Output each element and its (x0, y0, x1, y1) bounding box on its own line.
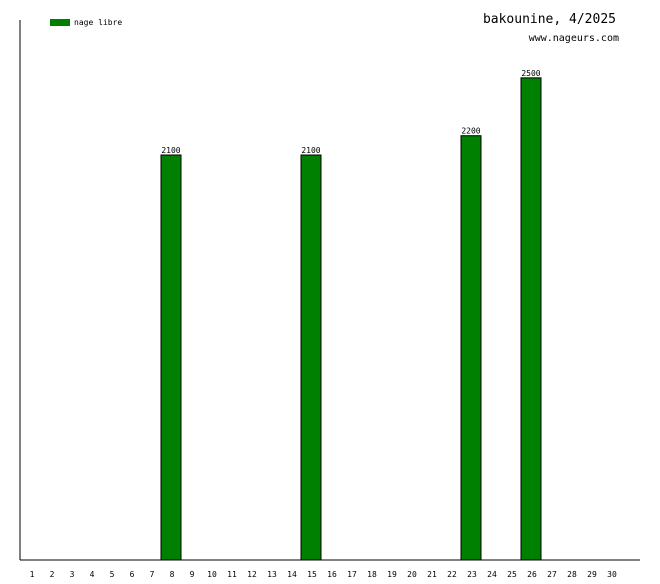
data-label: 2200 (461, 127, 480, 136)
bar (520, 77, 542, 561)
bar (460, 135, 482, 561)
x-tick-label: 9 (190, 570, 195, 579)
x-tick-label: 16 (327, 570, 337, 579)
x-tick-label: 27 (547, 570, 557, 579)
x-tick-label: 18 (367, 570, 377, 579)
data-label: 2100 (301, 146, 320, 155)
x-tick-label: 22 (447, 570, 457, 579)
x-tick-label: 13 (267, 570, 277, 579)
x-tick-label: 20 (407, 570, 417, 579)
x-tick-label: 10 (207, 570, 217, 579)
x-tick-label: 2 (50, 570, 55, 579)
x-tick-label: 5 (110, 570, 115, 579)
chart-subtitle: www.nageurs.com (529, 33, 619, 44)
x-tick-label: 12 (247, 570, 257, 579)
data-label: 2100 (161, 146, 180, 155)
x-tick-label: 6 (130, 570, 135, 579)
x-tick-label: 26 (527, 570, 537, 579)
x-tick-label: 4 (90, 570, 95, 579)
x-tick-label: 24 (487, 570, 497, 579)
x-tick-label: 8 (170, 570, 175, 579)
x-tick-label: 25 (507, 570, 517, 579)
x-tick-label: 21 (427, 570, 437, 579)
x-tick-label: 29 (587, 570, 597, 579)
bar (160, 154, 182, 561)
bar (300, 154, 322, 561)
x-tick-label: 1 (30, 570, 35, 579)
x-tick-label: 17 (347, 570, 357, 579)
data-label: 2500 (521, 69, 540, 78)
x-tick-label: 3 (70, 570, 75, 579)
x-tick-label: 11 (227, 570, 237, 579)
x-tick-label: 19 (387, 570, 397, 579)
x-tick-label: 7 (150, 570, 155, 579)
x-tick-label: 23 (467, 570, 477, 579)
x-tick-label: 14 (287, 570, 297, 579)
legend-swatch (50, 19, 70, 26)
x-tick-label: 15 (307, 570, 317, 579)
chart-title: bakounine, 4/2025 (483, 12, 616, 27)
x-tick-label: 28 (567, 570, 577, 579)
x-tick-label: 30 (607, 570, 617, 579)
legend-label: nage libre (74, 18, 122, 27)
